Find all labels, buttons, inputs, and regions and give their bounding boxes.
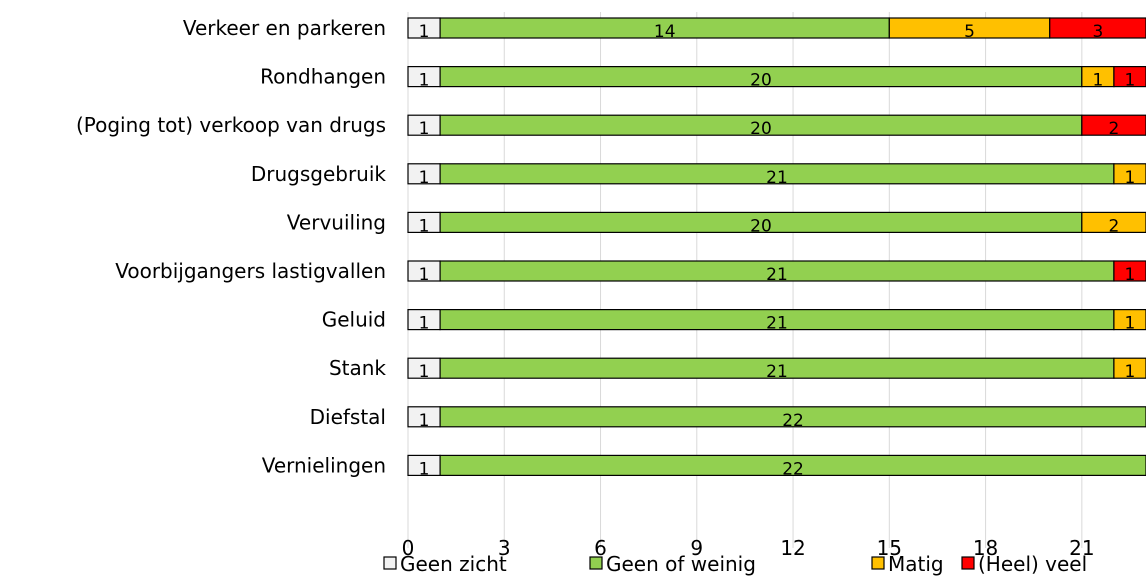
bar-segment — [1113, 65, 1146, 88]
x-tick-label: 12 — [780, 536, 805, 560]
data-label: 1 — [1125, 362, 1136, 382]
legend: Geen zicht Geen of weinig Matig (Heel) veel — [383, 552, 1087, 576]
data-label: 1 — [1125, 168, 1136, 188]
bar-segment — [1113, 163, 1146, 185]
x-tick-label: 18 — [973, 536, 998, 560]
data-label: 1 — [419, 362, 430, 382]
x-tick-label: 9 — [690, 536, 703, 560]
legend-label: Geen zicht — [400, 552, 507, 576]
data-label: 1 — [419, 459, 430, 479]
x-tick-label: 3 — [498, 536, 511, 560]
data-label: 1 — [419, 265, 430, 285]
x-tick-label: 21 — [1069, 536, 1094, 560]
category-label: Vervuiling — [287, 210, 386, 234]
legend-swatch — [871, 556, 885, 570]
legend-swatch — [383, 556, 397, 570]
data-label: 14 — [654, 22, 676, 42]
data-label: 20 — [750, 71, 772, 91]
legend-swatch — [961, 556, 975, 570]
data-label: 2 — [1108, 216, 1119, 236]
x-tick-label: 6 — [594, 536, 607, 560]
category-label: Stank — [329, 356, 386, 380]
data-label: 1 — [419, 71, 430, 91]
data-label: 1 — [419, 168, 430, 188]
category-label: Voorbijgangers lastigvallen — [115, 259, 386, 283]
data-label: 1 — [1125, 71, 1136, 91]
category-label: Diefstal — [310, 405, 386, 429]
data-label: 1 — [419, 119, 430, 139]
data-label: 2 — [1108, 119, 1119, 139]
data-label: 1 — [419, 314, 430, 334]
bar-segment — [1049, 17, 1146, 39]
category-label: Geluid — [322, 308, 386, 332]
x-tick-label: 0 — [402, 536, 415, 560]
data-label: 1 — [1092, 71, 1103, 91]
data-label: 3 — [1092, 22, 1103, 42]
bars: 1 14 5 31 20 1 11 20 21 21 11 20 21 21 11 21 11 21 11 221 22 — [407, 17, 1146, 479]
data-label: 1 — [1125, 314, 1136, 334]
legend-swatch — [589, 556, 603, 570]
data-label: 1 — [419, 216, 430, 236]
legend-label: (Heel) veel — [978, 552, 1087, 576]
x-tick-label: 15 — [877, 536, 902, 560]
category-label: Drugsgebruik — [251, 162, 387, 186]
legend-label: Geen of weinig — [606, 552, 756, 576]
data-label: 1 — [419, 411, 430, 431]
bar-segment — [1113, 260, 1146, 282]
data-label: 1 — [1125, 265, 1136, 285]
bar-segment — [1113, 357, 1146, 379]
data-label: 1 — [419, 22, 430, 42]
category-label: (Poging tot) verkoop van drugs — [76, 113, 386, 137]
data-label: 21 — [766, 362, 788, 382]
data-label: 21 — [766, 265, 788, 285]
category-label: Verkeer en parkeren — [183, 16, 386, 40]
data-label: 22 — [782, 459, 804, 479]
data-label: 21 — [766, 168, 788, 188]
data-label: 22 — [782, 411, 804, 431]
category-label: Vernielingen — [262, 453, 386, 477]
data-label: 20 — [750, 119, 772, 139]
bar-segment — [1113, 309, 1146, 331]
category-label: Rondhangen — [260, 65, 386, 89]
data-label: 5 — [964, 22, 975, 42]
category-labels: Verkeer en parkeren Rondhangen (Poging tot… — [76, 16, 386, 477]
data-label: 20 — [750, 216, 772, 236]
data-label: 21 — [766, 314, 788, 334]
legend-label: Matig — [888, 552, 944, 576]
x-axis-ticks: 0 3 6 9 12 15 18 21 — [402, 536, 1095, 560]
